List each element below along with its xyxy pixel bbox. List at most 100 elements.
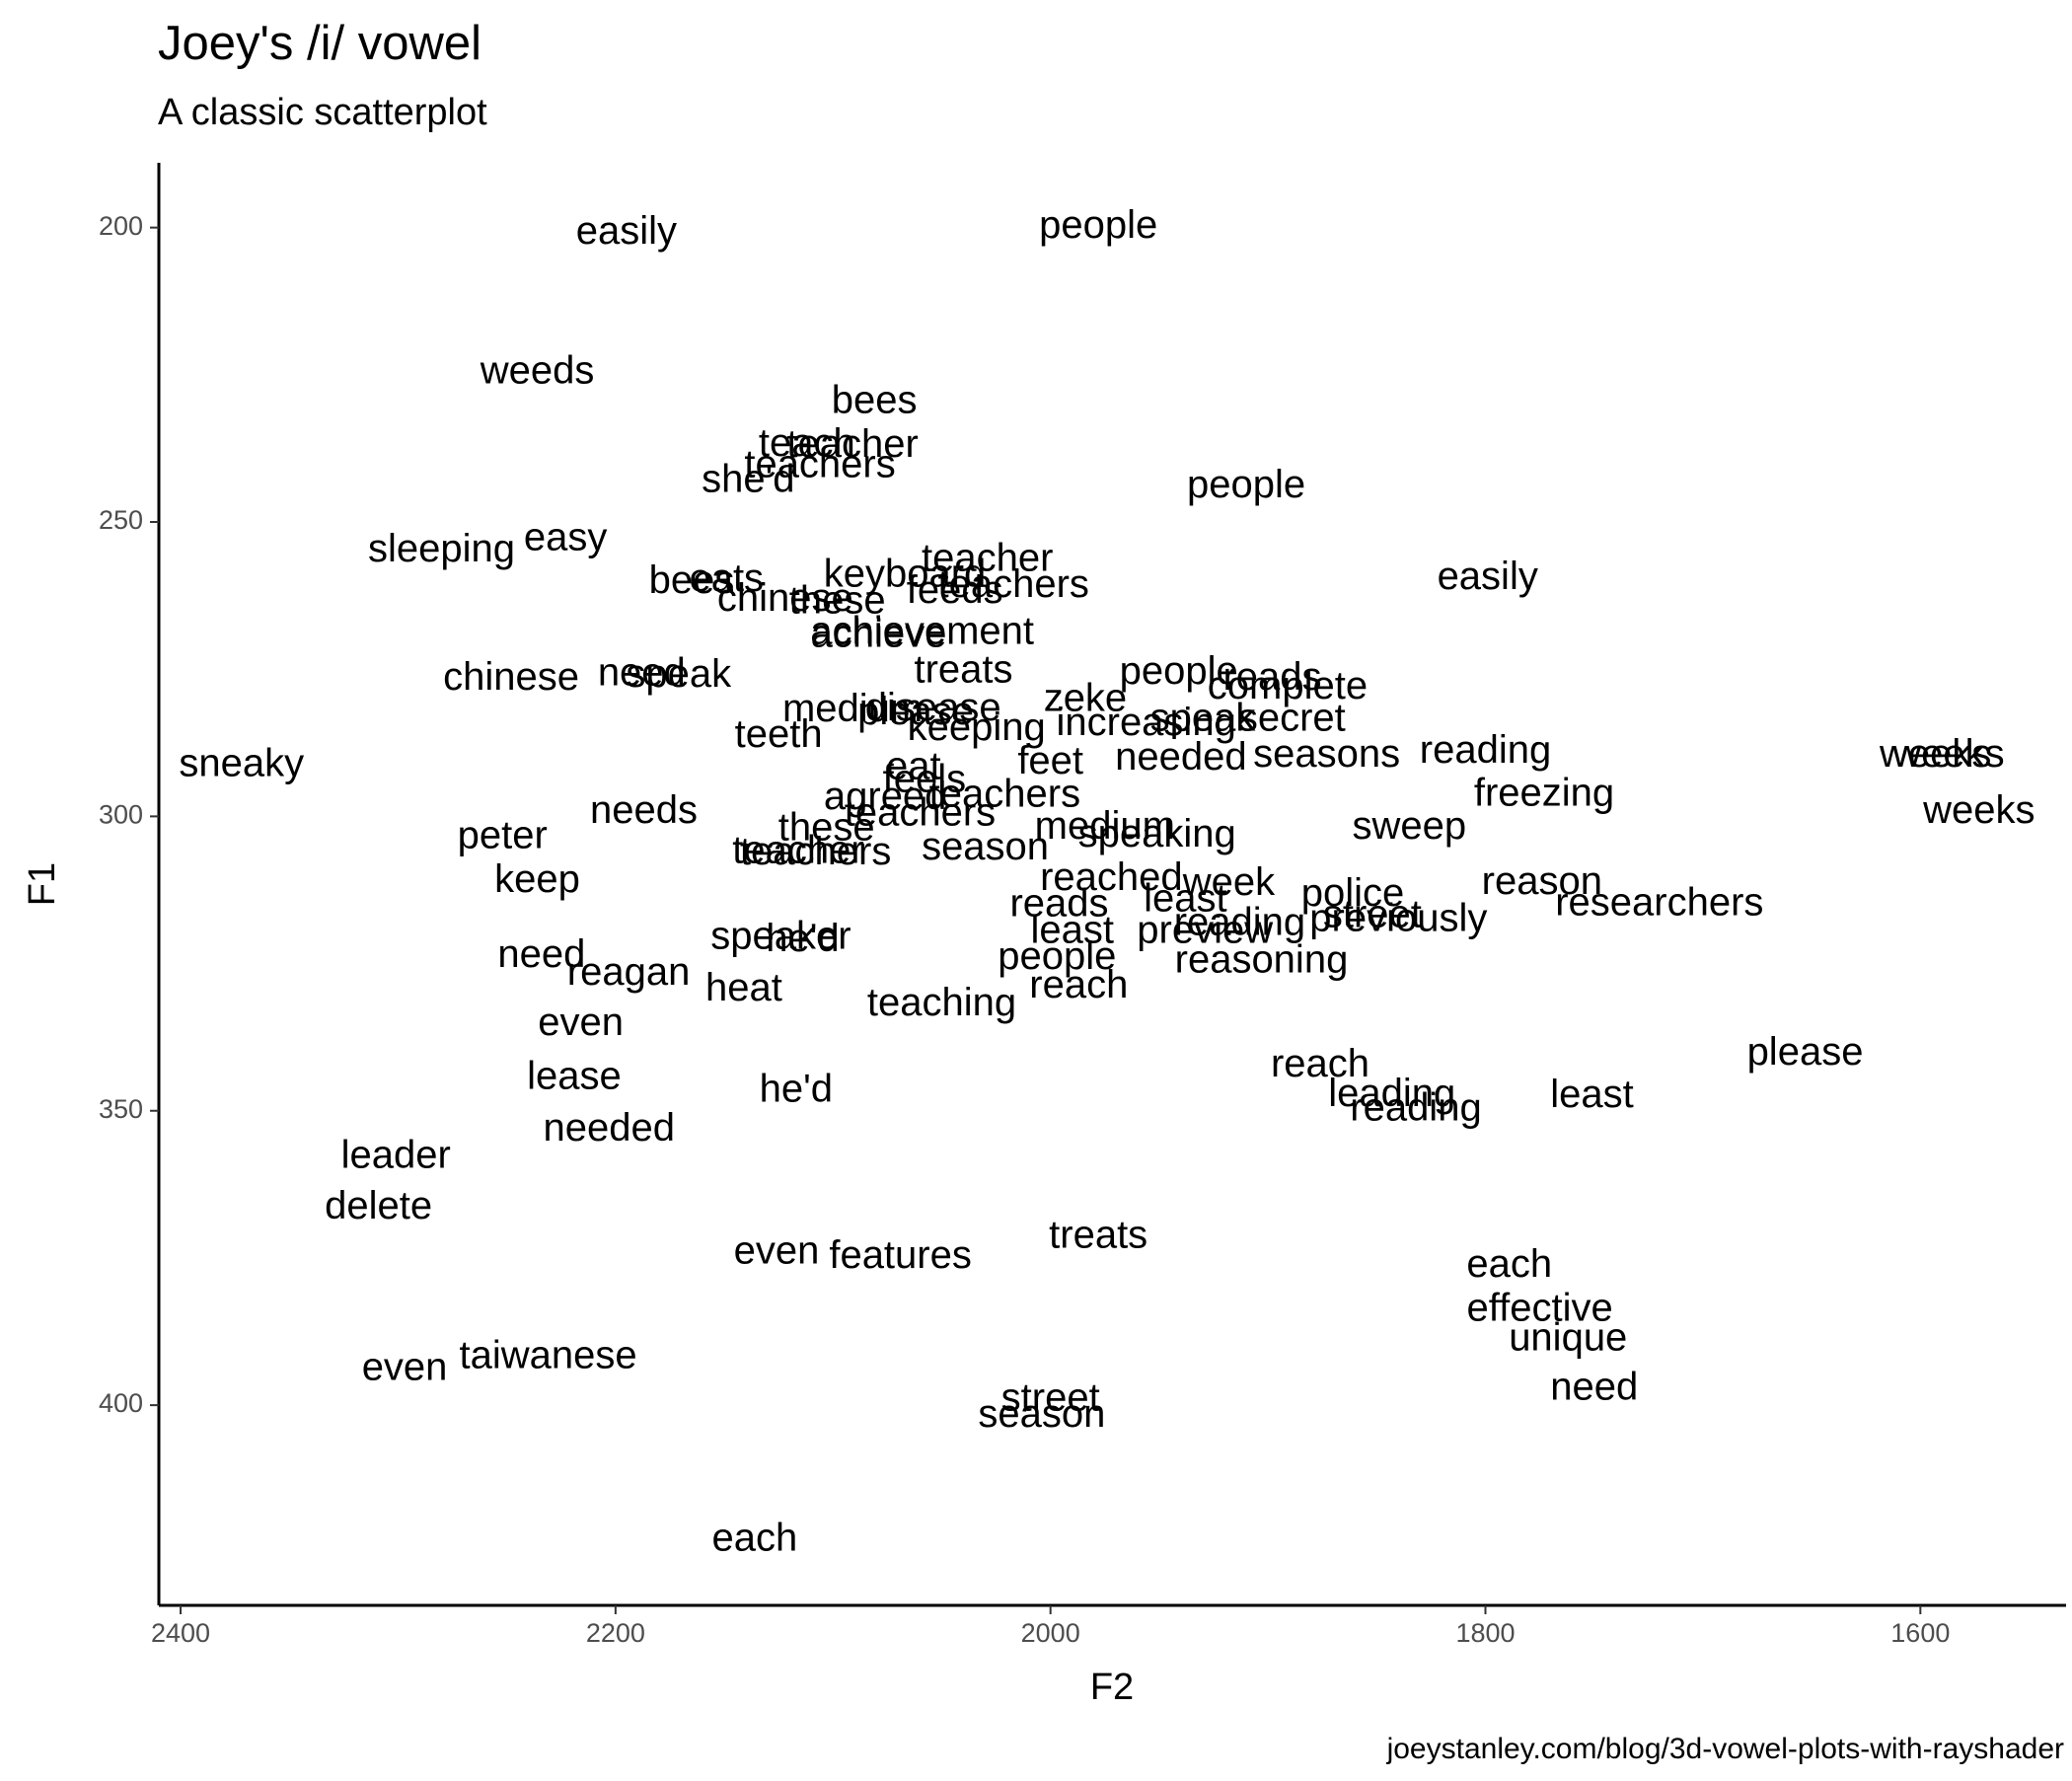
word-point: preview — [1137, 908, 1273, 951]
word-point: teachers — [938, 562, 1089, 606]
word-point: speaking — [1078, 812, 1236, 855]
word-point: speak — [1150, 697, 1257, 740]
x-tick-label: 2400 — [151, 1618, 210, 1648]
word-point: feels — [883, 758, 967, 801]
word-point: people — [1039, 203, 1157, 247]
word-point: these — [778, 806, 875, 850]
word-point: even — [734, 1229, 820, 1273]
y-tick-label: 350 — [99, 1094, 143, 1124]
word-point: sneaky — [179, 742, 304, 785]
y-tick-label: 300 — [99, 800, 143, 830]
word-point: treats — [1049, 1214, 1147, 1257]
word-point: need — [598, 651, 686, 695]
word-point: reason — [1482, 859, 1602, 903]
word-point: previously — [1309, 897, 1487, 940]
word-point: easily — [1438, 555, 1538, 598]
word-point: eats — [689, 557, 764, 600]
word-point: speak — [626, 652, 732, 696]
word-point: peter — [458, 813, 548, 856]
word-point: seasons — [1253, 732, 1400, 776]
word-point: medium — [1035, 804, 1175, 848]
word-point: reasoning — [1175, 937, 1349, 981]
word-point: teachers — [929, 773, 1080, 816]
word-point: people — [1187, 463, 1305, 506]
word-point: teachers — [740, 830, 891, 873]
word-point: people — [998, 934, 1116, 978]
word-point: sweep — [1353, 804, 1467, 848]
word-point: feet — [1017, 739, 1083, 782]
word-point: reading — [1420, 728, 1551, 772]
word-point: researchers — [1555, 880, 1763, 924]
word-point: medium — [782, 687, 923, 730]
word-point: needed — [544, 1106, 675, 1150]
word-point: features — [829, 1233, 972, 1277]
word-point: reads — [1009, 882, 1108, 926]
y-tick-label: 250 — [99, 505, 143, 535]
word-point: complete — [1208, 664, 1368, 707]
word-point: freezing — [1474, 771, 1614, 814]
word-point: easily — [576, 209, 677, 253]
word-point: zeke — [1044, 676, 1128, 719]
word-point: achieve — [811, 612, 947, 655]
word-point: leader — [341, 1133, 451, 1176]
chart-subtitle: A classic scatterplot — [158, 92, 487, 133]
word-point: need — [497, 932, 585, 976]
word-point: leading — [1328, 1072, 1455, 1115]
word-point: delete — [325, 1184, 432, 1227]
word-point: needs — [590, 788, 698, 832]
word-point: teacher — [786, 422, 918, 466]
word-point: secret — [1238, 697, 1346, 740]
word-point: increasing — [1056, 701, 1235, 744]
word-point: reach — [1271, 1042, 1369, 1085]
word-point: bees — [649, 558, 735, 602]
word-point: reading — [1350, 1086, 1481, 1130]
y-tick-label: 400 — [99, 1388, 143, 1418]
word-point: need — [1550, 1366, 1638, 1409]
word-point: teachers — [845, 791, 996, 835]
y-axis-title: F1 — [22, 862, 63, 906]
word-point: please — [857, 690, 974, 733]
word-point: she'd — [702, 457, 794, 500]
word-point: taiwanese — [459, 1333, 636, 1376]
word-point: teacher — [922, 536, 1053, 579]
word-point: agreed — [824, 775, 947, 818]
x-tick-label: 1600 — [1890, 1618, 1950, 1648]
word-point: easy — [524, 515, 608, 558]
word-point: reached — [1040, 855, 1183, 899]
word-point: season — [922, 825, 1049, 868]
word-point: achievement — [810, 609, 1034, 652]
word-point: reagan — [567, 950, 691, 994]
word-point: keeping — [908, 705, 1046, 749]
word-point: speaker — [710, 914, 851, 957]
word-point: heat — [705, 966, 782, 1009]
word-point: least — [1144, 876, 1227, 920]
word-point: even — [538, 1001, 624, 1044]
word-point: even — [362, 1345, 448, 1388]
x-tick-label: 2000 — [1021, 1618, 1080, 1648]
chart-title: Joey's /i/ vowel — [158, 17, 481, 70]
word-point: teeth — [735, 712, 823, 756]
word-point: reach — [1029, 963, 1128, 1006]
word-point: keep — [494, 857, 580, 901]
word-point: he'd — [760, 1068, 833, 1111]
word-point: weeds — [480, 349, 595, 393]
word-point: eat — [886, 745, 941, 788]
word-point: disease — [865, 686, 1001, 729]
word-point: he'd — [766, 917, 839, 960]
word-point: teaching — [867, 981, 1016, 1024]
word-point: teachers — [744, 442, 895, 485]
word-point: unique — [1509, 1315, 1627, 1359]
word-point: weeks — [1879, 732, 1991, 776]
word-point: street — [1323, 892, 1422, 935]
word-point: sleeping — [368, 527, 515, 570]
word-point: weeks — [1922, 788, 2035, 832]
caption: joeystanley.com/blog/3d-vowel-plots-with… — [1386, 1733, 2064, 1765]
word-point: needed — [1115, 735, 1246, 779]
word-point: season — [978, 1392, 1105, 1436]
word-point: chinese — [717, 576, 853, 620]
word-point: feeds — [907, 568, 1003, 612]
word-point: reads — [1222, 655, 1321, 699]
word-point: chinese — [443, 655, 579, 699]
